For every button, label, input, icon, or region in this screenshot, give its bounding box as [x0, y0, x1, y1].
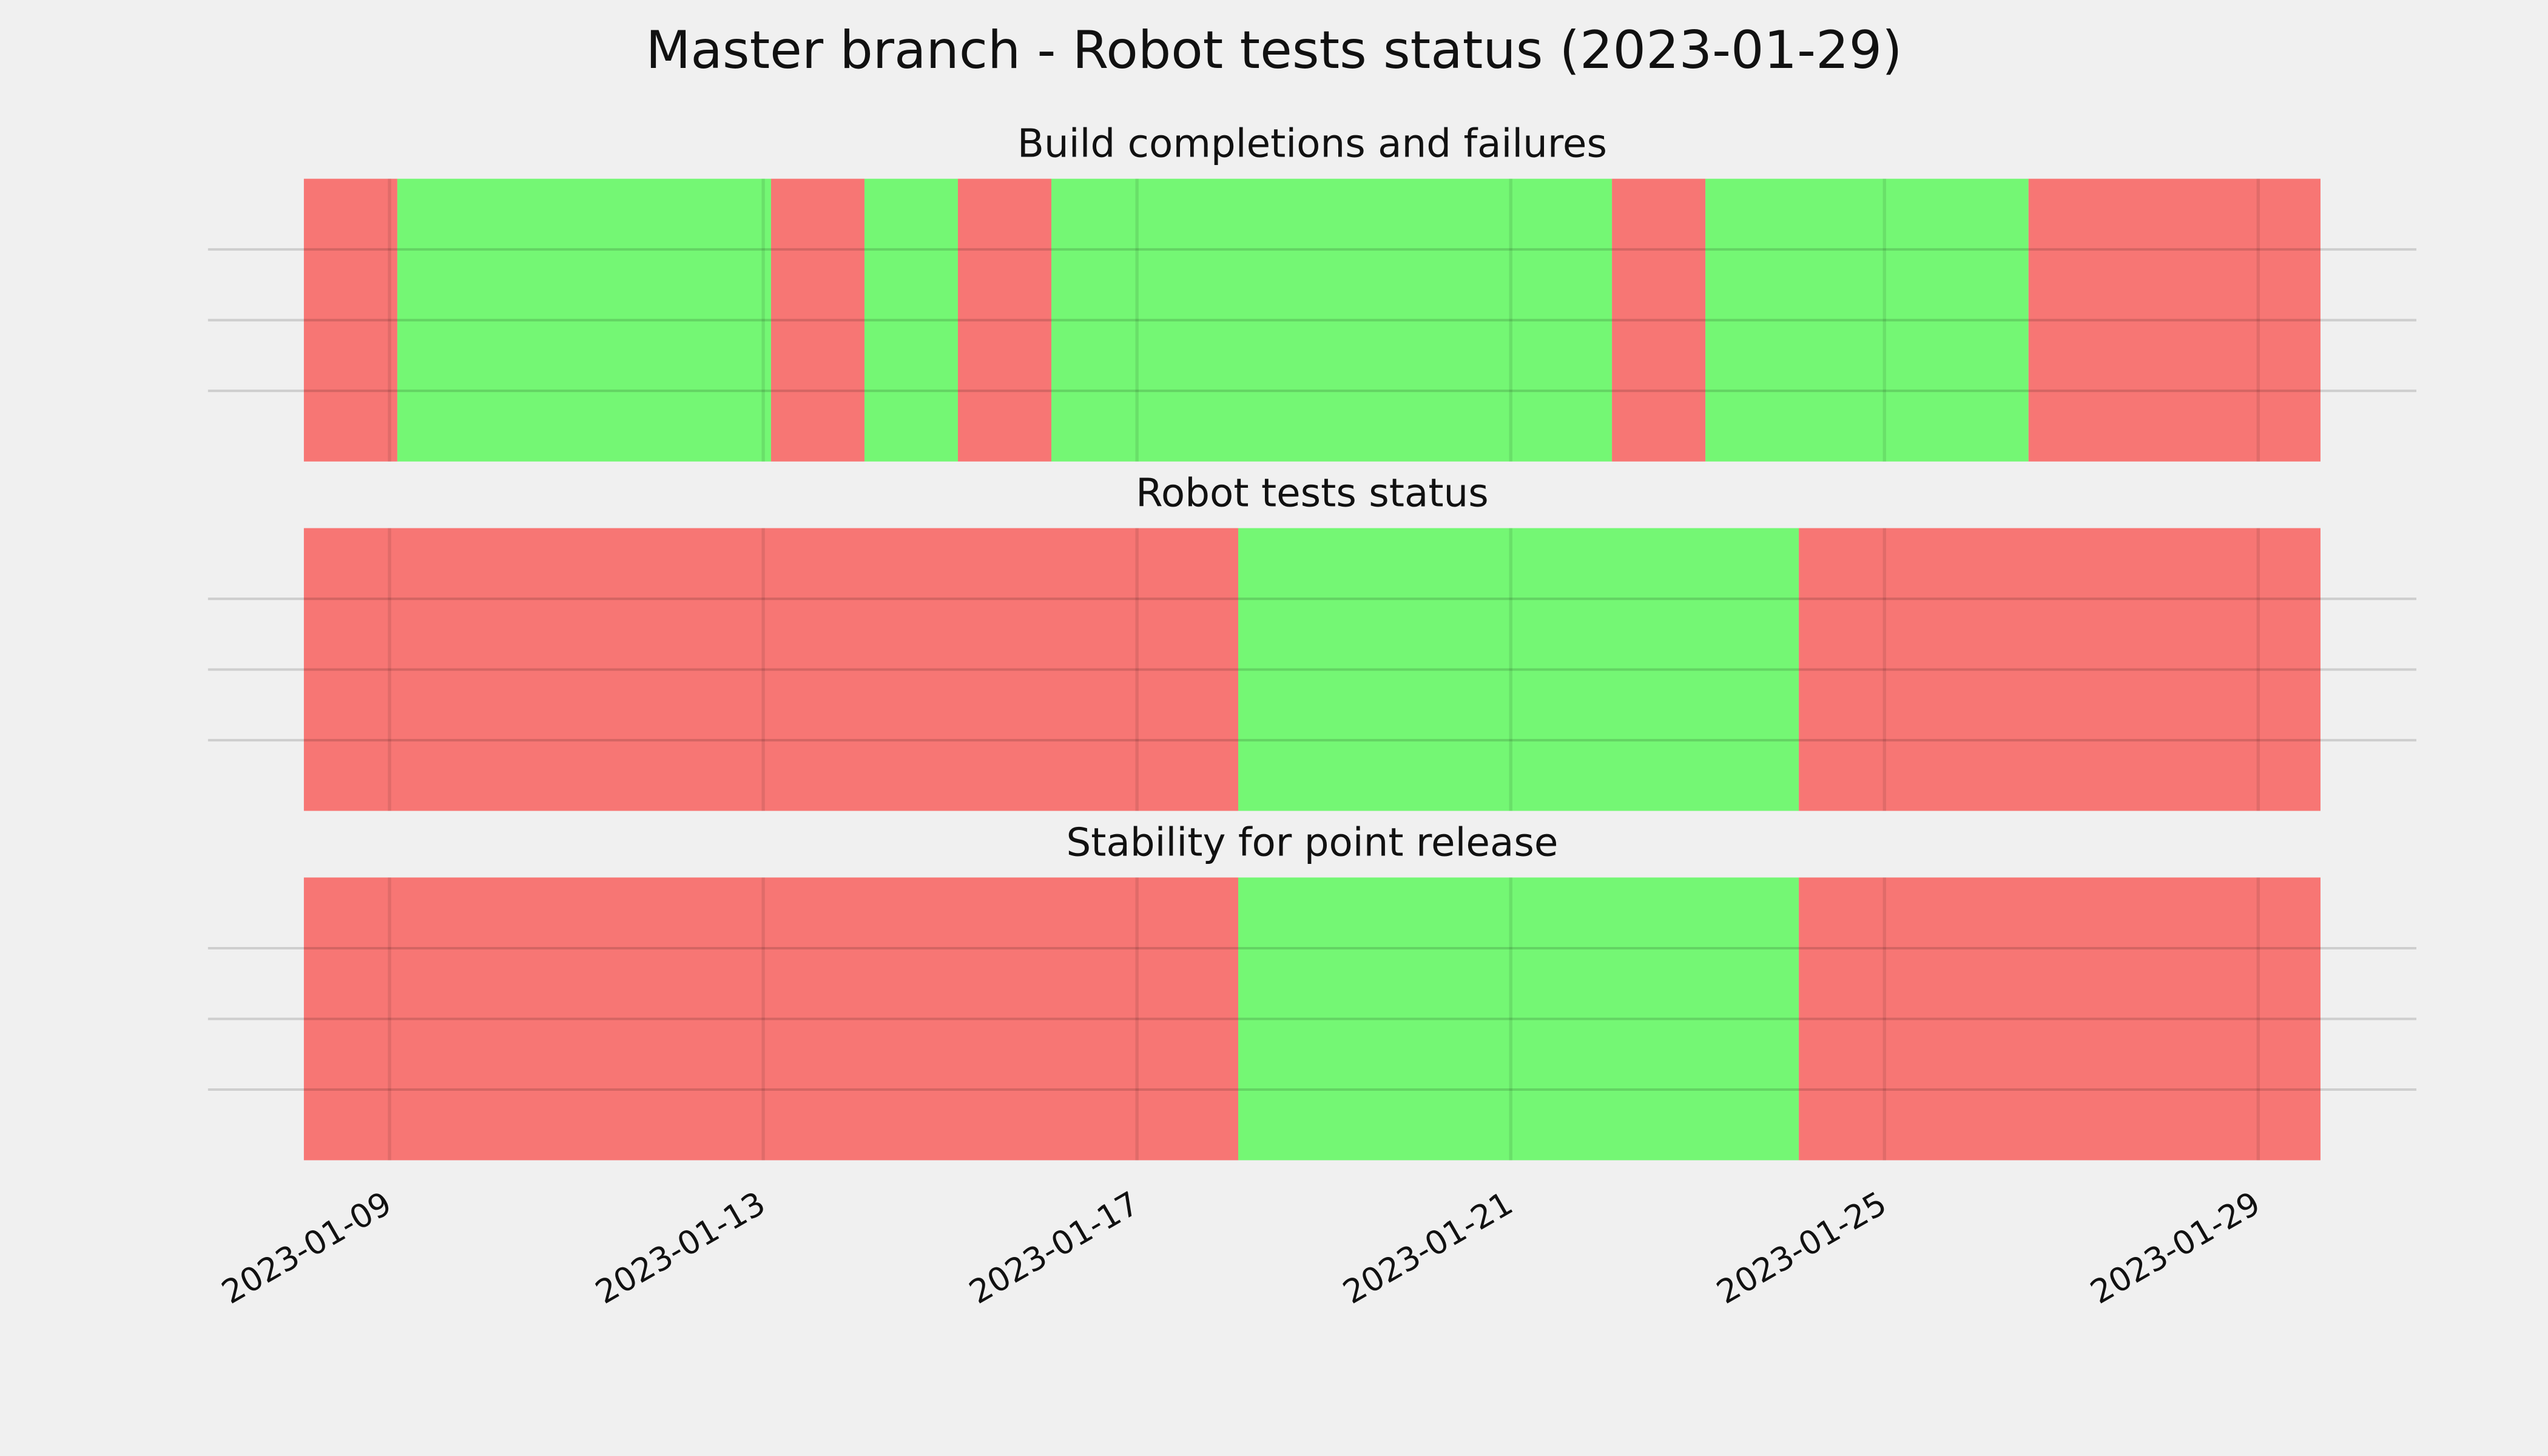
status-span — [303, 178, 397, 462]
status-span — [1799, 877, 2320, 1161]
chart-title: Master branch - Robot tests status (2023… — [645, 20, 1902, 81]
status-span — [1238, 528, 1799, 811]
status-span — [1051, 178, 1613, 462]
status-span — [1238, 877, 1799, 1161]
status-span — [770, 178, 864, 462]
status-span — [957, 178, 1051, 462]
status-span — [2028, 178, 2320, 462]
status-span — [1799, 528, 2320, 811]
status-span — [303, 528, 1239, 811]
status-span — [397, 178, 771, 462]
status-span — [1612, 178, 1706, 462]
subplot-title: Robot tests status — [1136, 471, 1489, 516]
subplot-title: Build completions and failures — [1017, 121, 1607, 167]
subplot-title: Stability for point release — [1067, 820, 1559, 865]
status-span — [864, 178, 958, 462]
status-span — [1705, 178, 2029, 462]
status-span — [303, 877, 1239, 1161]
